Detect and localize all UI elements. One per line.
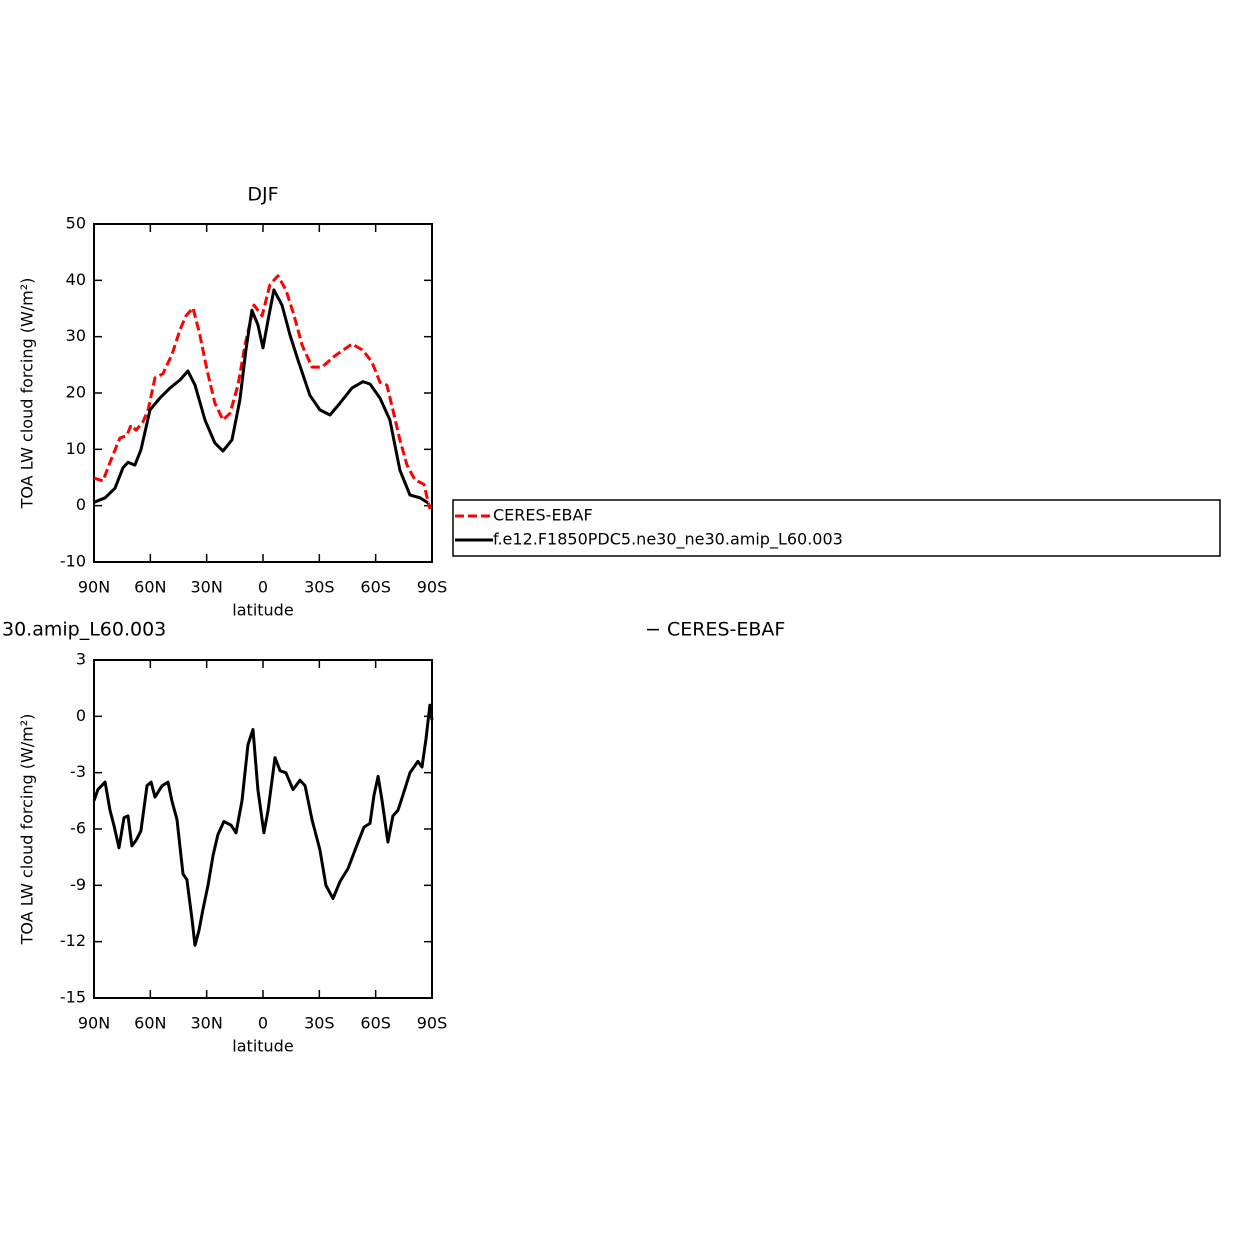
x-tick-label: 0	[258, 1014, 268, 1033]
chart-title: − CERES-EBAF	[645, 619, 785, 641]
x-tick-label: 90N	[78, 1014, 110, 1033]
legend-label: f.e12.F1850PDC5.ne30_ne30.amip_L60.003	[493, 530, 843, 550]
legend-label: CERES-EBAF	[493, 506, 593, 525]
y-tick-label: 40	[66, 270, 86, 289]
y-axis-label: TOA LW cloud forcing (W/m²)	[18, 714, 37, 946]
y-tick-label: 3	[76, 650, 86, 669]
legend: CERES-EBAF f.e12.F1850PDC5.ne30_ne30.amip…	[452, 499, 1221, 557]
plot-frame	[93, 659, 433, 999]
y-tick-label: -12	[60, 931, 86, 950]
y-tick-label: 0	[76, 706, 86, 725]
x-tick-label: 60N	[134, 1014, 166, 1033]
x-axis-label: latitude	[232, 1037, 293, 1056]
x-tick-label: 90S	[417, 1014, 448, 1033]
y-tick-label: -3	[70, 762, 86, 781]
y-tick-label: -6	[70, 819, 86, 838]
y-tick-label: 50	[66, 214, 86, 233]
plot-frame	[93, 223, 433, 563]
data-line	[93, 274, 432, 510]
y-tick-label: -15	[60, 988, 86, 1007]
y-tick-label: 30	[66, 326, 86, 345]
x-tick-label: 30S	[304, 578, 335, 597]
data-line	[92, 703, 434, 947]
legend-box	[452, 499, 1221, 557]
chart-title: 30.amip_L60.003	[2, 619, 166, 641]
x-tick-label: 30N	[191, 578, 223, 597]
y-tick-label: 10	[66, 439, 86, 458]
x-tick-label: 30N	[191, 1014, 223, 1033]
x-tick-label: 30S	[304, 1014, 335, 1033]
y-axis-label: TOA LW cloud forcing (W/m²)	[18, 278, 37, 510]
x-tick-label: 90N	[78, 578, 110, 597]
x-tick-label: 60S	[360, 578, 391, 597]
y-tick-label: -10	[60, 552, 86, 571]
x-tick-label: 60N	[134, 578, 166, 597]
x-tick-label: 90S	[417, 578, 448, 597]
data-line	[93, 288, 429, 505]
x-tick-label: 0	[258, 578, 268, 597]
y-tick-label: 20	[66, 383, 86, 402]
chart-title: DJF	[247, 184, 278, 206]
y-tick-label: 0	[76, 495, 86, 514]
x-axis-label: latitude	[232, 601, 293, 620]
x-tick-label: 60S	[360, 1014, 391, 1033]
y-tick-label: -9	[70, 875, 86, 894]
